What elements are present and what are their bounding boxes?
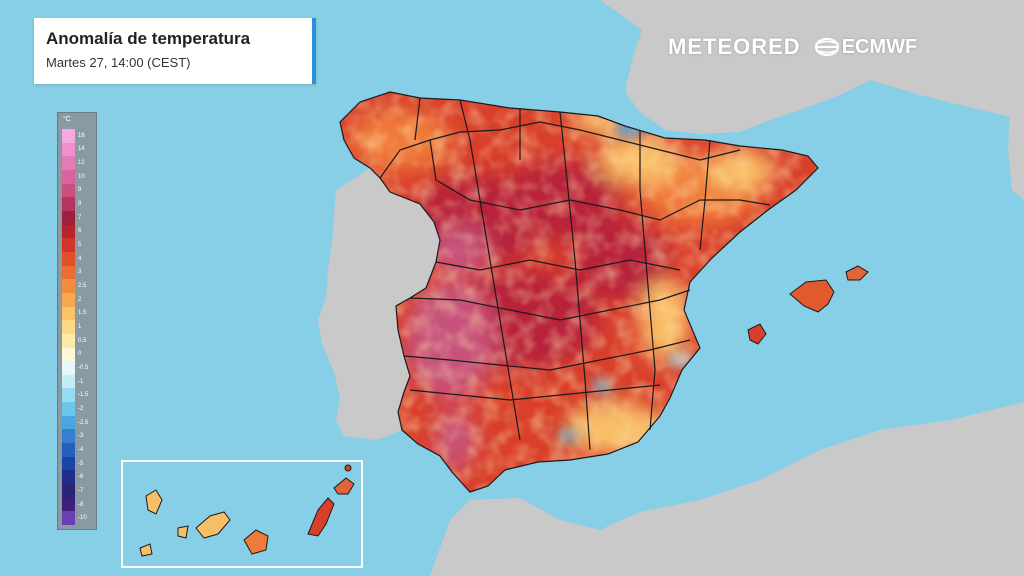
legend-label: -6 (78, 474, 84, 481)
legend-swatch (62, 129, 75, 143)
legend-swatch (62, 429, 75, 444)
legend-label: -1 (78, 378, 84, 385)
legend-label: -7 (78, 487, 84, 494)
legend-label: 2 (78, 296, 82, 303)
legend-label: 9 (78, 187, 82, 194)
legend-label: 0.5 (78, 337, 87, 344)
legend-label: 2.5 (78, 283, 87, 290)
legend-swatch (62, 443, 75, 457)
legend-swatch (62, 156, 75, 170)
legend-swatch (62, 306, 75, 321)
legend-swatch (62, 415, 75, 430)
legend-swatch (62, 183, 75, 198)
legend-label: -10 (78, 515, 87, 522)
legend-swatch (62, 497, 75, 512)
legend-label: 10 (78, 173, 85, 180)
legend-label: 8 (78, 201, 82, 208)
legend-label: -3 (78, 433, 84, 440)
legend-label: 0 (78, 351, 82, 358)
legend-swatch (62, 347, 75, 362)
legend-label: 16 (78, 132, 85, 139)
legend-label: 7 (78, 214, 82, 221)
legend-unit: °C (63, 116, 71, 123)
ecmwf-text: ECMWF (841, 35, 918, 58)
legend-swatch (62, 388, 75, 403)
legend-label: 1 (78, 324, 82, 331)
portugal-landmass (318, 168, 440, 440)
legend-swatch (62, 374, 75, 389)
corsica-landmass (1008, 100, 1024, 200)
legend-label: 6 (78, 228, 82, 235)
legend-label: 1.5 (78, 310, 87, 317)
meteored-logo: METEORED (668, 34, 801, 59)
legend-label: -2.5 (78, 419, 89, 426)
legend-labels: 16 14 12 10 9 8 7 6 5 4 3 2.5 2 1.5 1 0.5 0 -0.5 -1 -1.5 -2 -… (78, 129, 96, 525)
legend-label: -1.5 (78, 392, 89, 399)
legend-swatch (62, 470, 75, 485)
anomaly-field (340, 92, 818, 492)
france-landmass (600, 0, 1024, 134)
legend-swatch (62, 511, 75, 526)
legend-label: 14 (78, 146, 85, 153)
title-box: Anomalía de temperatura Martes 27, 14:00… (34, 18, 316, 84)
map-subtitle: Martes 27, 14:00 (CEST) (46, 55, 191, 70)
province-borders (339, 91, 819, 493)
canary-islands (139, 464, 355, 557)
legend-swatch (62, 142, 75, 157)
legend-swatch (62, 169, 75, 184)
legend-label: -5 (78, 460, 84, 467)
brand-logos: METEORED ECMWF (668, 34, 917, 60)
legend-swatch (62, 238, 75, 252)
legend-swatch (62, 484, 75, 498)
legend-label: -2 (78, 405, 84, 412)
legend-swatch (62, 402, 75, 416)
ecmwf-logo: ECMWF (814, 35, 918, 59)
legend-swatch (62, 224, 75, 239)
north-africa-landmass (430, 402, 1024, 576)
legend-label: 3 (78, 269, 82, 276)
legend-label: -0.5 (78, 364, 89, 371)
legend-swatch (62, 251, 75, 266)
legend-swatch (62, 279, 75, 293)
legend-swatch (62, 320, 75, 334)
legend-swatch (62, 197, 75, 211)
legend-label: 4 (78, 255, 82, 262)
legend-swatch (62, 361, 75, 375)
map-title: Anomalía de temperatura (46, 29, 251, 48)
legend-label: -8 (78, 501, 84, 508)
legend-swatch (62, 265, 75, 280)
legend-swatch (62, 456, 75, 471)
legend-label: 5 (78, 242, 82, 249)
legend-label: -4 (78, 446, 84, 453)
color-scale-legend: °C 16 14 12 10 9 8 7 6 5 4 3 2.5 2 1.5 1 0.5 0 -0.5 -1 -1.5… (57, 112, 97, 530)
legend-swatch (62, 333, 75, 348)
legend-swatch (62, 292, 75, 307)
ecmwf-icon (814, 38, 839, 56)
balearic-islands (747, 265, 869, 345)
canary-islands-inset (121, 460, 363, 568)
legend-color-bar (62, 129, 75, 526)
legend-swatch (62, 210, 75, 225)
legend-label: 12 (78, 160, 85, 167)
